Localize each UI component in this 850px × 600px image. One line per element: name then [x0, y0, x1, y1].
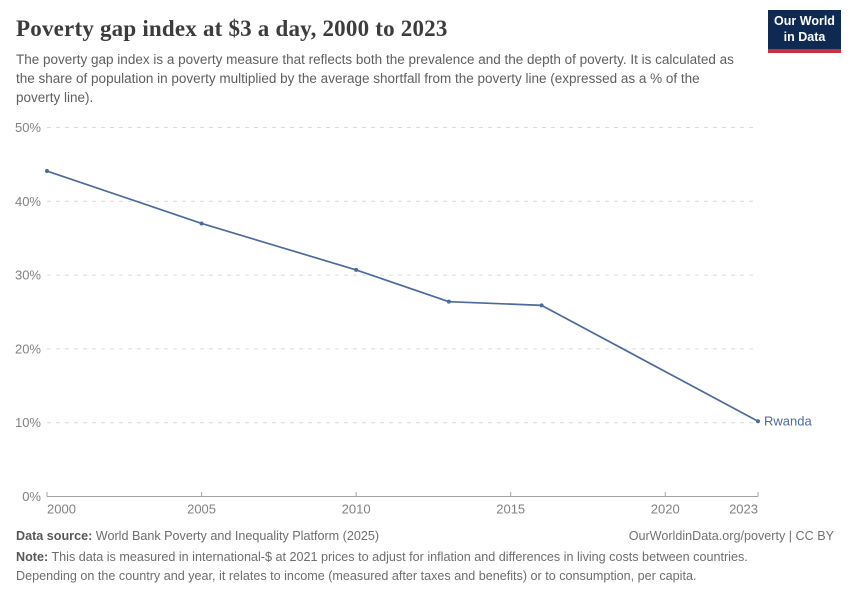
owid-logo-line1: Our World — [774, 14, 835, 28]
y-axis-tick-label: 10% — [15, 415, 41, 430]
x-axis-tick-label: 2005 — [187, 502, 216, 517]
y-axis-tick-label: 0% — [22, 489, 41, 504]
owid-logo[interactable]: Our World in Data — [768, 10, 841, 53]
page-subtitle: The poverty gap index is a poverty measu… — [16, 52, 734, 105]
y-axis-tick-label: 20% — [15, 341, 41, 356]
poverty-line-chart: 0% 10% 20% 30% 40% 50% 2000 2005 2010 2015 2020 202… — [15, 120, 812, 517]
note-value: This data is measured in international-$… — [16, 550, 748, 583]
data-point-2010[interactable] — [354, 267, 359, 272]
owid-license-link[interactable]: OurWorldinData.org/poverty | CC BY — [628, 529, 834, 543]
footer-note: Note: This data is measured in internati… — [16, 548, 796, 585]
series-entity-label[interactable]: Rwanda — [764, 414, 812, 429]
chart-footer: Data source: World Bank Poverty and Ineq… — [16, 529, 834, 585]
owid-logo-line2: in Data — [783, 29, 826, 44]
y-axis-tick-label: 40% — [15, 194, 41, 209]
data-source-value: World Bank Poverty and Inequality Platfo… — [92, 529, 380, 543]
data-point-2023[interactable] — [756, 419, 760, 424]
footer-source-row: Data source: World Bank Poverty and Ineq… — [16, 529, 834, 543]
x-axis-tick-label: 2000 — [47, 502, 76, 517]
x-axis-tick-label: 2020 — [651, 502, 680, 517]
data-point-2016[interactable] — [539, 303, 544, 308]
data-source-label: Data source: — [16, 529, 93, 543]
y-axis-tick-label: 30% — [15, 268, 41, 283]
x-axis-tick-label: 2010 — [342, 502, 371, 517]
data-source-text: Data source: World Bank Poverty and Ineq… — [16, 529, 379, 543]
rwanda-line[interactable] — [46, 170, 759, 423]
x-axis-tick-label: 2015 — [496, 502, 525, 517]
page-title: Poverty gap index at $3 a day, 2000 to 2… — [16, 16, 448, 41]
x-axis-tick-label: 2023 — [729, 502, 758, 517]
data-point-2013[interactable] — [446, 299, 451, 304]
data-point-2005[interactable] — [199, 221, 204, 226]
note-label: Note: — [16, 550, 49, 564]
data-point-2000[interactable] — [45, 169, 49, 174]
y-axis-tick-label: 50% — [15, 120, 41, 135]
